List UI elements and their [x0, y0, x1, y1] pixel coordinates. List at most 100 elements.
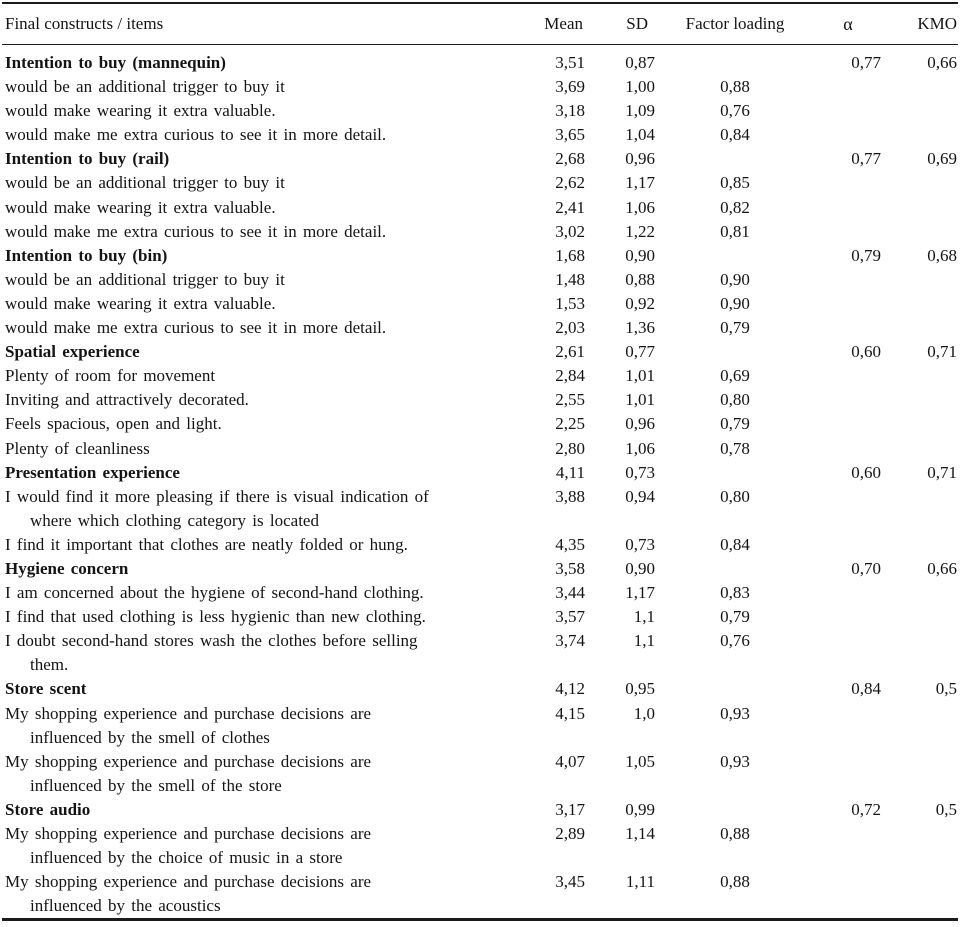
item-text: Inviting and attractively decorated.: [5, 390, 249, 410]
factor-loading-value: 0,90: [720, 269, 750, 289]
factor-loading-value: 0,69: [720, 366, 750, 386]
item-cell: Intention to buy (mannequin): [2, 45, 520, 76]
item-row: My shopping experience and purchase deci…: [2, 870, 958, 920]
item-cell: would make me extra curious to see it in…: [2, 316, 520, 340]
item-row: Feels spacious, open and light. 2,25 0,96 0…: [2, 412, 958, 436]
sd-value: 1,00: [625, 77, 655, 97]
alpha-value: 0,60: [851, 462, 881, 482]
kmo-value: [881, 171, 958, 195]
alpha-value: 0,72: [851, 799, 881, 819]
kmo-value: [881, 75, 958, 99]
construct-row: Presentation experience 4,11 0,73 0,60 0,71: [2, 461, 958, 485]
alpha-value: [815, 75, 881, 99]
mean-value: 2,84: [555, 366, 585, 386]
kmo-value: 0,5: [935, 679, 957, 699]
table-header: Final constructs / items Mean SD Factor …: [2, 3, 958, 45]
item-text: would make me extra curious to see it in…: [5, 318, 387, 338]
mean-value: 3,18: [555, 101, 585, 121]
mean-value: 2,80: [555, 438, 585, 458]
item-cell: Hygiene concern: [2, 557, 520, 581]
item-text: would make wearing it extra valuable.: [5, 197, 276, 217]
alpha-value: [815, 412, 881, 436]
alpha-value: [815, 364, 881, 388]
item-cell: Feels spacious, open and light.: [2, 412, 520, 436]
sd-value: 1,04: [625, 125, 655, 145]
item-text: My shopping experience and purchase deci…: [5, 703, 372, 723]
mean-value: 2,62: [555, 173, 585, 193]
item-text: I would find it more pleasing if there i…: [5, 486, 429, 506]
item-text: I find that used clothing is less hygien…: [5, 607, 426, 627]
item-cell: would be an additional trigger to buy it: [2, 171, 520, 195]
alpha-value: 0,60: [851, 342, 881, 362]
mean-value: 3,45: [555, 872, 585, 892]
kmo-value: [881, 605, 958, 629]
alpha-value: [815, 316, 881, 340]
item-cell: would make me extra curious to see it in…: [2, 123, 520, 147]
mean-value: 1,48: [555, 269, 585, 289]
sd-value: 1,09: [625, 101, 655, 121]
alpha-value: [815, 437, 881, 461]
item-row: I am concerned about the hygiene of seco…: [2, 581, 958, 605]
item-cell: I am concerned about the hygiene of seco…: [2, 581, 520, 605]
sd-value: 0,95: [625, 679, 655, 699]
kmo-value: 0,71: [927, 342, 957, 362]
sd-value: 0,96: [625, 149, 655, 169]
item-text: I find it important that clothes are nea…: [5, 534, 408, 554]
alpha-value: [815, 702, 881, 750]
item-row: would make me extra curious to see it in…: [2, 316, 958, 340]
item-text: My shopping experience and purchase deci…: [5, 751, 372, 771]
sd-value: 0,73: [625, 534, 655, 554]
alpha-value: 0,70: [851, 558, 881, 578]
sd-value: 0,99: [625, 799, 655, 819]
factor-loading-value: 0,93: [720, 703, 750, 723]
item-cell: Plenty of room for movement: [2, 364, 520, 388]
factor-loading-value: 0,79: [720, 318, 750, 338]
kmo-value: [881, 220, 958, 244]
item-cell: My shopping experience and purchase deci…: [2, 750, 520, 798]
alpha-value: 0,79: [851, 245, 881, 265]
item-cell: I doubt second-hand stores wash the clot…: [2, 629, 520, 677]
item-row: My shopping experience and purchase deci…: [2, 702, 958, 750]
item-cell: My shopping experience and purchase deci…: [2, 822, 520, 870]
mean-value: 4,07: [555, 751, 585, 771]
kmo-value: 0,5: [935, 799, 957, 819]
item-row: would make wearing it extra valuable. 2,4…: [2, 196, 958, 220]
mean-value: 3,69: [555, 77, 585, 97]
item-cell: I find that used clothing is less hygien…: [2, 605, 520, 629]
kmo-value: [881, 533, 958, 557]
mean-value: 3,51: [555, 53, 585, 72]
factor-loading-value: 0,88: [720, 824, 750, 843]
item-row: would make wearing it extra valuable. 1,5…: [2, 292, 958, 316]
sd-value: 0,90: [625, 245, 655, 265]
item-text: would make me extra curious to see it in…: [5, 125, 387, 145]
item-cell: Presentation experience: [2, 461, 520, 485]
kmo-value: [881, 485, 958, 533]
item-text: would be an additional trigger to buy it: [5, 173, 285, 193]
item-text-continuation: them.: [30, 655, 69, 675]
mean-value: 3,02: [555, 221, 585, 241]
factor-loading-value: [655, 45, 815, 76]
mean-value: 4,35: [555, 534, 585, 554]
sd-value: 0,90: [625, 558, 655, 578]
item-row: would be an additional trigger to buy it…: [2, 268, 958, 292]
item-text: Intention to buy (mannequin): [5, 53, 226, 72]
item-text: My shopping experience and purchase deci…: [5, 872, 372, 892]
kmo-value: [881, 99, 958, 123]
item-text: Plenty of cleanliness: [5, 438, 150, 458]
sd-value: 0,92: [625, 293, 655, 313]
construct-row: Store audio 3,17 0,99 0,72 0,5: [2, 798, 958, 822]
alpha-value: 0,77: [851, 149, 881, 169]
kmo-value: [881, 629, 958, 677]
item-text: would make me extra curious to see it in…: [5, 221, 387, 241]
mean-value: 2,55: [555, 390, 585, 410]
factor-loading-value: 0,85: [720, 173, 750, 193]
item-row: My shopping experience and purchase deci…: [2, 750, 958, 798]
sd-value: 1,0: [633, 703, 655, 723]
sd-value: 1,11: [625, 872, 655, 892]
item-text: would make wearing it extra valuable.: [5, 101, 276, 121]
header-row: Final constructs / items Mean SD Factor …: [2, 3, 958, 45]
alpha-value: [815, 629, 881, 677]
factor-loading-value: 0,76: [720, 631, 750, 651]
item-row: My shopping experience and purchase deci…: [2, 822, 958, 870]
factor-loading-value: [655, 677, 815, 701]
